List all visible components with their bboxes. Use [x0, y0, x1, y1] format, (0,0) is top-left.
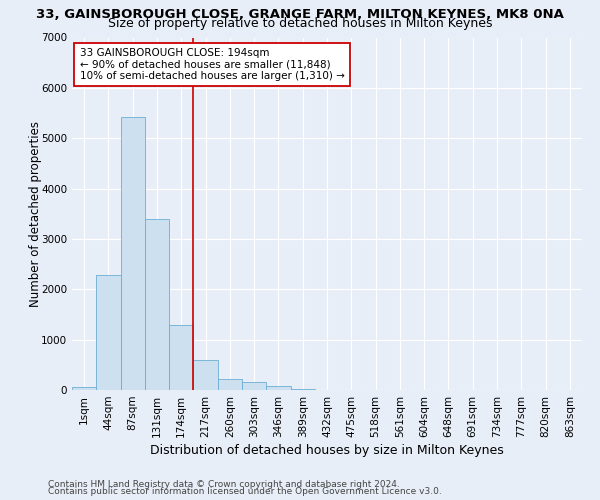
- X-axis label: Distribution of detached houses by size in Milton Keynes: Distribution of detached houses by size …: [150, 444, 504, 457]
- Text: Size of property relative to detached houses in Milton Keynes: Size of property relative to detached ho…: [108, 18, 492, 30]
- Bar: [266, 386, 290, 390]
- Bar: [218, 380, 242, 390]
- Bar: [242, 382, 266, 390]
- Text: Contains HM Land Registry data © Crown copyright and database right 2024.: Contains HM Land Registry data © Crown c…: [48, 480, 400, 489]
- Bar: [169, 324, 193, 390]
- Text: 33, GAINSBOROUGH CLOSE, GRANGE FARM, MILTON KEYNES, MK8 0NA: 33, GAINSBOROUGH CLOSE, GRANGE FARM, MIL…: [36, 8, 564, 20]
- Bar: [145, 219, 169, 390]
- Text: 33 GAINSBOROUGH CLOSE: 194sqm
← 90% of detached houses are smaller (11,848)
10% : 33 GAINSBOROUGH CLOSE: 194sqm ← 90% of d…: [80, 48, 344, 82]
- Y-axis label: Number of detached properties: Number of detached properties: [29, 120, 42, 306]
- Text: Contains public sector information licensed under the Open Government Licence v3: Contains public sector information licen…: [48, 487, 442, 496]
- Bar: [96, 275, 121, 390]
- Bar: [72, 388, 96, 390]
- Bar: [121, 117, 145, 390]
- Bar: [193, 360, 218, 390]
- Bar: [290, 389, 315, 390]
